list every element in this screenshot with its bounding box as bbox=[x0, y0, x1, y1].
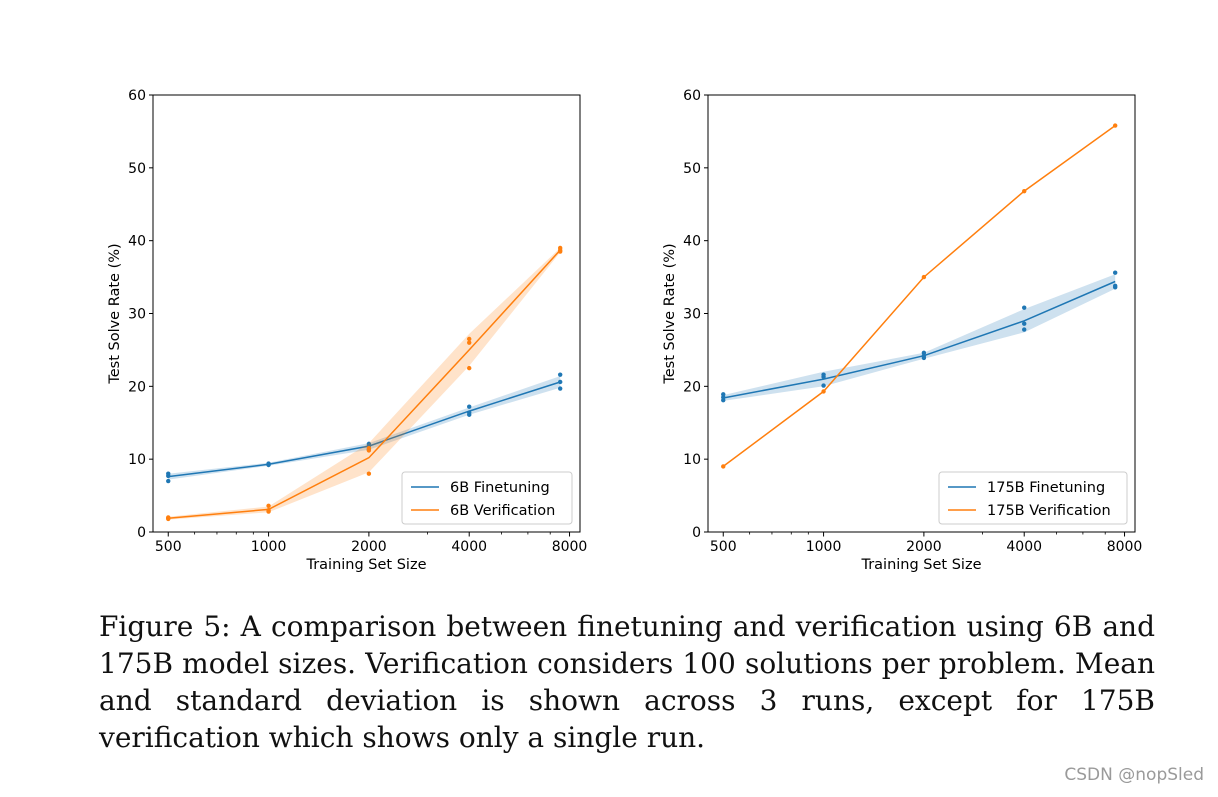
run-point bbox=[467, 365, 472, 371]
run-point bbox=[467, 410, 472, 415]
series-line bbox=[168, 249, 561, 519]
x-tick-label: 8000 bbox=[552, 539, 588, 555]
x-tick-label: 8000 bbox=[1107, 539, 1143, 555]
x-tick-label: 500 bbox=[710, 539, 737, 555]
series-line bbox=[722, 124, 1116, 468]
y-tick-label: 10 bbox=[128, 452, 146, 468]
run-point bbox=[166, 515, 171, 520]
series-6b-verification bbox=[166, 245, 563, 522]
confidence-band bbox=[168, 247, 561, 520]
y-tick-label: 20 bbox=[128, 379, 146, 395]
run-point bbox=[557, 372, 563, 377]
legend-label: 6B Finetuning bbox=[450, 480, 550, 496]
run-point bbox=[366, 471, 372, 476]
y-tick-label: 50 bbox=[683, 161, 701, 177]
y-tick-label: 40 bbox=[128, 234, 146, 250]
run-point bbox=[557, 379, 563, 385]
run-point bbox=[467, 404, 472, 409]
plot-frame bbox=[152, 94, 581, 533]
x-axis-label: Training Set Size bbox=[305, 557, 426, 573]
legend-label: 175B Finetuning bbox=[987, 480, 1105, 496]
y-tick-label: 30 bbox=[683, 307, 701, 323]
x-tick-label: 1000 bbox=[251, 539, 287, 555]
x-tick-label: 1000 bbox=[806, 539, 842, 555]
run-point bbox=[1022, 321, 1027, 326]
run-point bbox=[1112, 123, 1118, 128]
y-tick-label: 30 bbox=[128, 307, 146, 323]
y-tick-label: 60 bbox=[683, 88, 701, 104]
x-tick-label: 4000 bbox=[1006, 539, 1042, 555]
run-point bbox=[166, 478, 171, 484]
run-point bbox=[366, 441, 372, 447]
y-tick-label: 0 bbox=[137, 525, 146, 541]
series-175b-verification bbox=[721, 123, 1118, 469]
plot-frame bbox=[707, 94, 1136, 533]
legend-label: 175B Verification bbox=[987, 503, 1111, 519]
run-point bbox=[921, 274, 927, 280]
y-tick-label: 20 bbox=[683, 379, 701, 395]
run-point bbox=[1022, 188, 1027, 194]
run-point bbox=[266, 461, 271, 466]
run-point bbox=[821, 372, 826, 377]
chart-1: 0 10 20 30 40 50 60 500 1000 2000 4000 8000 Training… bbox=[107, 88, 587, 573]
run-point bbox=[721, 464, 726, 469]
x-tick-label: 2000 bbox=[906, 539, 942, 555]
legend-box bbox=[938, 471, 1128, 525]
legend: 175B Finetuning 175B Verification bbox=[938, 471, 1128, 525]
confidence-band bbox=[723, 274, 1116, 401]
run-point bbox=[921, 350, 927, 356]
run-point bbox=[467, 340, 472, 345]
run-point bbox=[366, 446, 372, 451]
run-point bbox=[1112, 283, 1118, 289]
legend: 6B Finetuning 6B Verification bbox=[401, 471, 573, 525]
y-tick-label: 40 bbox=[683, 234, 701, 250]
y-tick-label: 10 bbox=[683, 452, 701, 468]
y-tick-label: 0 bbox=[692, 525, 701, 541]
figure-caption: Figure 5: A comparison between finetunin… bbox=[99, 610, 1155, 754]
run-point bbox=[467, 336, 472, 342]
run-point bbox=[557, 386, 563, 391]
legend-label: 6B Verification bbox=[450, 503, 555, 519]
x-tick-label: 500 bbox=[155, 539, 182, 555]
watermark: CSDN @nopSled bbox=[1064, 765, 1204, 785]
y-tick-label: 60 bbox=[128, 88, 146, 104]
run-point bbox=[1022, 305, 1027, 310]
run-point bbox=[166, 471, 171, 476]
y-axis-label: Test Solve Rate (%) bbox=[107, 243, 123, 384]
run-point bbox=[721, 392, 726, 397]
run-point bbox=[1112, 270, 1118, 275]
run-point bbox=[266, 503, 271, 508]
y-tick-label: 50 bbox=[128, 161, 146, 177]
run-point bbox=[266, 507, 271, 513]
x-tick-label: 4000 bbox=[451, 539, 487, 555]
run-point bbox=[557, 245, 563, 251]
x-axis-label: Training Set Size bbox=[860, 557, 981, 573]
chart-2: 0 10 20 30 40 50 60 500 1000 2000 4000 8000 Training… bbox=[662, 88, 1142, 573]
series-175b-finetuning bbox=[721, 270, 1118, 403]
run-point bbox=[821, 389, 826, 394]
run-point bbox=[1022, 327, 1027, 332]
y-axis-label: Test Solve Rate (%) bbox=[662, 243, 678, 384]
run-point bbox=[821, 383, 826, 388]
legend-box bbox=[401, 471, 573, 525]
x-tick-label: 2000 bbox=[351, 539, 387, 555]
